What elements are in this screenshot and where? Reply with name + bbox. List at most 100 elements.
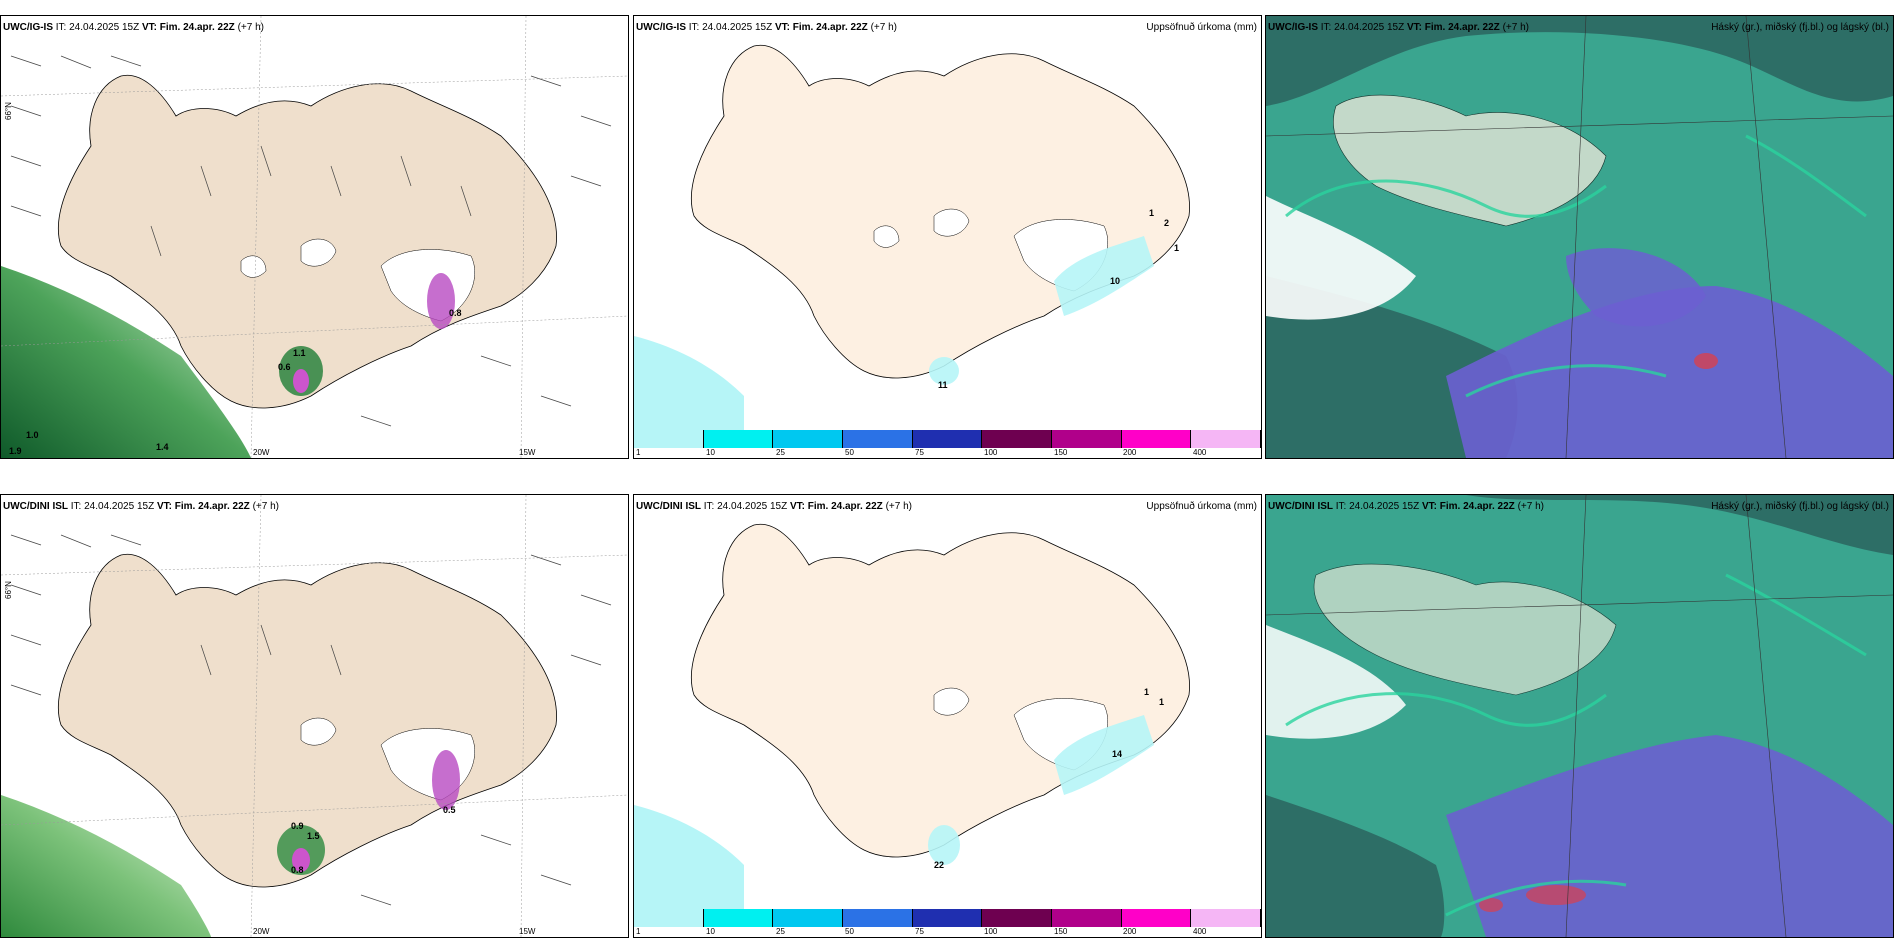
colorbar-tick: 10 <box>706 448 715 457</box>
vt-label: VT: <box>1406 22 1422 33</box>
lead-time: (+7 h) <box>1502 22 1529 33</box>
colorbar-segment <box>982 909 1053 927</box>
vt-label: VT: <box>1421 501 1437 512</box>
lon-label: 20W <box>253 448 270 457</box>
precip-value-label: 22 <box>934 860 944 870</box>
lead-time: (+7 h) <box>252 501 279 512</box>
colorbar-segment <box>1052 430 1122 448</box>
colorbar <box>634 430 1261 448</box>
model-name: UWC/IG-IS <box>3 22 53 33</box>
precip-value-label: 1 <box>1159 697 1164 707</box>
lead-time: (+7 h) <box>870 22 897 33</box>
cloud-map-bottom <box>1266 495 1893 937</box>
it-label: IT: <box>703 501 715 512</box>
wind-value-label: 0.8 <box>449 308 462 318</box>
colorbar-segment <box>1052 909 1122 927</box>
wind-value-label: 0.9 <box>291 821 304 831</box>
cloud-title: Háský (gr.), miðský (fj.bl.) og lágský (… <box>1711 501 1889 512</box>
model-name: UWC/IG-IS <box>1268 22 1318 33</box>
colorbar-segment <box>703 430 774 448</box>
colorbar-tick: 10 <box>706 927 715 936</box>
colorbar-segment <box>982 430 1053 448</box>
it-label: IT: <box>1320 22 1332 33</box>
wind-map-top: 1.0 1.9 1.4 0.6 1.1 0.8 <box>1 16 628 458</box>
it-label: IT: <box>688 22 700 33</box>
panel-title: UWC/IG-IS IT: 24.04.2025 15Z VT: Fim. 24… <box>1268 22 1529 34</box>
wind-value-label: 1.5 <box>307 831 320 841</box>
vt-value: Fim. 24.apr. 22Z <box>174 501 250 512</box>
precip-value-label: 2 <box>1164 218 1169 228</box>
colorbar-tick: 100 <box>984 448 998 457</box>
vt-label: VT: <box>789 501 805 512</box>
colorbar-segment <box>634 430 704 448</box>
colorbar-tick: 400 <box>1193 927 1207 936</box>
panel-title: UWC/DINI ISL IT: 24.04.2025 15Z VT: Fim.… <box>3 501 279 513</box>
vt-value: Fim. 24.apr. 22Z <box>1439 501 1515 512</box>
precip-value-label: 10 <box>1110 276 1120 286</box>
wind-value-label: 0.5 <box>443 805 456 815</box>
colorbar-segment <box>773 430 844 448</box>
colorbar-tick: 200 <box>1123 448 1137 457</box>
wind-map-bottom: 0.9 1.5 0.8 0.5 <box>1 495 628 937</box>
colorbar-segment <box>703 909 774 927</box>
vt-label: VT: <box>141 22 157 33</box>
precip-value-label: 1 <box>1149 208 1154 218</box>
colorbar <box>634 909 1261 927</box>
colorbar-tick: 25 <box>776 927 785 936</box>
precip-title: Uppsöfnuð úrkoma (mm) <box>1146 501 1257 512</box>
colorbar-segment <box>1121 430 1192 448</box>
it-value: 24.04.2025 15Z <box>1334 22 1405 33</box>
precip-panel-bottom: 1 1 14 22 UWC/DINI ISL IT: 24.04.2025 15… <box>633 494 1262 938</box>
wind-value-label: 0.6 <box>278 362 291 372</box>
colorbar-segment <box>1121 909 1192 927</box>
it-label: IT: <box>55 22 67 33</box>
colorbar-segment <box>773 909 844 927</box>
wind-value-label: 1.0 <box>26 430 39 440</box>
lat-label: 66°N <box>4 581 13 599</box>
lead-time: (+7 h) <box>1517 501 1544 512</box>
colorbar-tick: 1 <box>636 927 641 936</box>
colorbar-segment <box>843 909 913 927</box>
colorbar-tick: 150 <box>1054 448 1068 457</box>
colorbar-tick: 25 <box>776 448 785 457</box>
precip-value-label: 14 <box>1112 749 1122 759</box>
precip-panel-top: 1 2 1 10 11 UWC/IG-IS IT: 24.04.2025 15Z… <box>633 15 1262 459</box>
lat-label: 66°N <box>4 102 13 120</box>
wind-value-label: 1.9 <box>9 446 22 456</box>
model-name: UWC/DINI ISL <box>3 501 68 512</box>
precip-title: Uppsöfnuð úrkoma (mm) <box>1146 22 1257 33</box>
precip-map-bottom: 1 1 14 22 <box>634 523 1190 915</box>
model-name: UWC/IG-IS <box>636 22 686 33</box>
wind-panel-bottom: 0.9 1.5 0.8 0.5 UWC/DINI ISL IT: 24.04.2… <box>0 494 629 938</box>
panel-title: UWC/DINI ISL IT: 24.04.2025 15Z VT: Fim.… <box>1268 501 1544 513</box>
it-value: 24.04.2025 15Z <box>702 22 773 33</box>
colorbar-tick: 50 <box>845 927 854 936</box>
colorbar-tick: 200 <box>1123 927 1137 936</box>
precip-value-label: 11 <box>938 380 948 390</box>
colorbar-ticks: 1 10 25 50 75 100 150 200 400 <box>634 927 1261 937</box>
precip-map-top: 1 2 1 10 11 <box>634 44 1190 436</box>
vt-value: Fim. 24.apr. 22Z <box>807 501 883 512</box>
lon-label: 15W <box>519 448 536 457</box>
wind-value-label: 1.1 <box>293 348 306 358</box>
colorbar-tick: 75 <box>915 448 924 457</box>
precip-value-label: 1 <box>1174 243 1179 253</box>
vt-value: Fim. 24.apr. 22Z <box>159 22 235 33</box>
colorbar-segment <box>1191 909 1261 927</box>
colorbar-tick: 400 <box>1193 448 1207 457</box>
cloud-map-top <box>1266 16 1893 458</box>
colorbar-tick: 150 <box>1054 927 1068 936</box>
cloud-panel-bottom: UWC/DINI ISL IT: 24.04.2025 15Z VT: Fim.… <box>1265 494 1894 938</box>
lead-time: (+7 h) <box>237 22 264 33</box>
it-label: IT: <box>1335 501 1347 512</box>
wind-panel-top: 1.0 1.9 1.4 0.6 1.1 0.8 UWC/IG-IS IT: 24… <box>0 15 629 459</box>
colorbar-segment <box>912 430 983 448</box>
cloud-title: Háský (gr.), miðský (fj.bl.) og lágský (… <box>1711 22 1889 33</box>
vt-label: VT: <box>774 22 790 33</box>
lon-label: 15W <box>519 927 536 936</box>
vt-value: Fim. 24.apr. 22Z <box>792 22 868 33</box>
colorbar-tick: 1 <box>636 448 641 457</box>
lead-time: (+7 h) <box>885 501 912 512</box>
model-name: UWC/DINI ISL <box>636 501 701 512</box>
it-value: 24.04.2025 15Z <box>84 501 155 512</box>
